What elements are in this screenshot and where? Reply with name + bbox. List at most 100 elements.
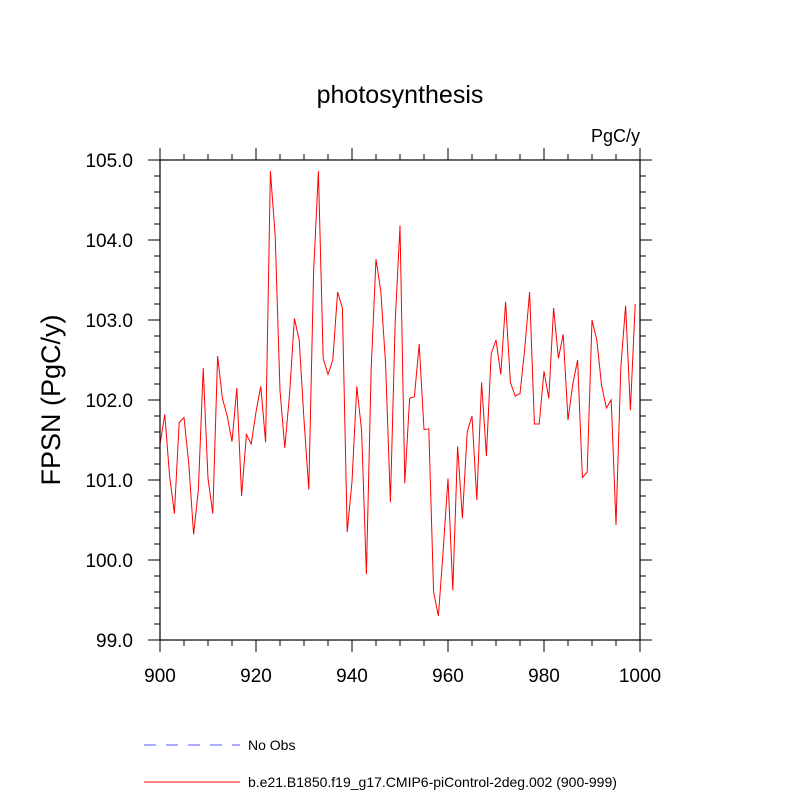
minor-ticks [154,154,646,646]
data-point [606,407,607,408]
x-tick-labels: 900 920 940 960 980 1000 [144,666,661,687]
y-axis-label: FPSN (PgC/y) [36,314,66,485]
data-point [212,513,213,514]
legend-label-series: b.e21.B1850.f19_g17.CMIP6-piControl-2deg… [248,774,617,790]
data-point [630,410,631,411]
x-tick-label: 920 [240,666,272,687]
data-point [447,478,448,479]
data-point [188,463,189,464]
data-point [481,382,482,383]
data-point [270,171,271,172]
data-point [438,615,439,616]
data-point [539,423,540,424]
data-point [279,390,280,391]
x-tick-label: 940 [336,666,368,687]
data-point [510,382,511,383]
data-point [591,319,592,320]
data-point [443,550,444,551]
y-tick-label: 104.0 [85,231,133,252]
data-point [577,359,578,360]
data-point [500,374,501,375]
data-point [635,303,636,304]
data-point [563,334,564,335]
data-point [342,307,343,308]
data-point [486,455,487,456]
data-point [543,371,544,372]
data-point [207,478,208,479]
legend-label-no-obs: No Obs [248,737,295,753]
data-point [380,291,381,292]
data-point [265,442,266,443]
data-point [356,386,357,387]
data-point [524,347,525,348]
data-point [246,434,247,435]
data-point [323,358,324,359]
data-point [476,499,477,500]
x-tick-label: 960 [432,666,464,687]
data-point [587,471,588,472]
units-label: PgC/y [591,126,640,146]
data-point [433,591,434,592]
data-point [351,481,352,482]
data-point [251,443,252,444]
data-point [495,339,496,340]
data-point [385,363,386,364]
series-points [159,171,635,617]
data-point [174,513,175,514]
major-ticks [148,148,652,652]
data-point [203,367,204,368]
data-point [625,305,626,306]
legend: No Obs b.e21.B1850.f19_g17.CMIP6-piContr… [144,737,617,790]
data-point [471,415,472,416]
data-point [428,428,429,429]
data-point [193,534,194,535]
y-tick-labels: 99.0 100.0 101.0 102.0 103.0 104.0 105.0 [85,151,133,652]
data-point [553,307,554,308]
data-point [227,415,228,416]
data-point [255,411,256,412]
data-point [419,343,420,344]
y-tick-label: 101.0 [85,471,133,492]
data-point [399,225,400,226]
data-point [303,419,304,420]
data-point [457,446,458,447]
data-point [169,475,170,476]
data-point [217,355,218,356]
data-point [337,291,338,292]
data-point [582,477,583,478]
data-point [567,419,568,420]
data-point [409,398,410,399]
data-point [414,396,415,397]
x-tick-label: 900 [144,666,176,687]
data-point [361,430,362,431]
data-point [572,383,573,384]
data-point [491,353,492,354]
data-point [313,271,314,272]
data-point [611,399,612,400]
data-point [596,339,597,340]
chart-title: photosynthesis [317,81,484,109]
data-point [308,489,309,490]
data-point [299,339,300,340]
data-point [519,393,520,394]
data-point [529,291,530,292]
data-point [390,502,391,503]
data-point [462,518,463,519]
data-point [620,367,621,368]
data-point [423,429,424,430]
data-point [327,374,328,375]
data-point [179,422,180,423]
data-point [366,574,367,575]
data-point [558,358,559,359]
data-point [534,423,535,424]
y-tick-label: 103.0 [85,311,133,332]
data-point [332,359,333,360]
y-tick-label: 105.0 [85,151,133,172]
data-point [236,387,237,388]
data-point [452,590,453,591]
y-tick-label: 100.0 [85,551,133,572]
data-point [231,441,232,442]
data-point [198,489,199,490]
data-point [222,398,223,399]
